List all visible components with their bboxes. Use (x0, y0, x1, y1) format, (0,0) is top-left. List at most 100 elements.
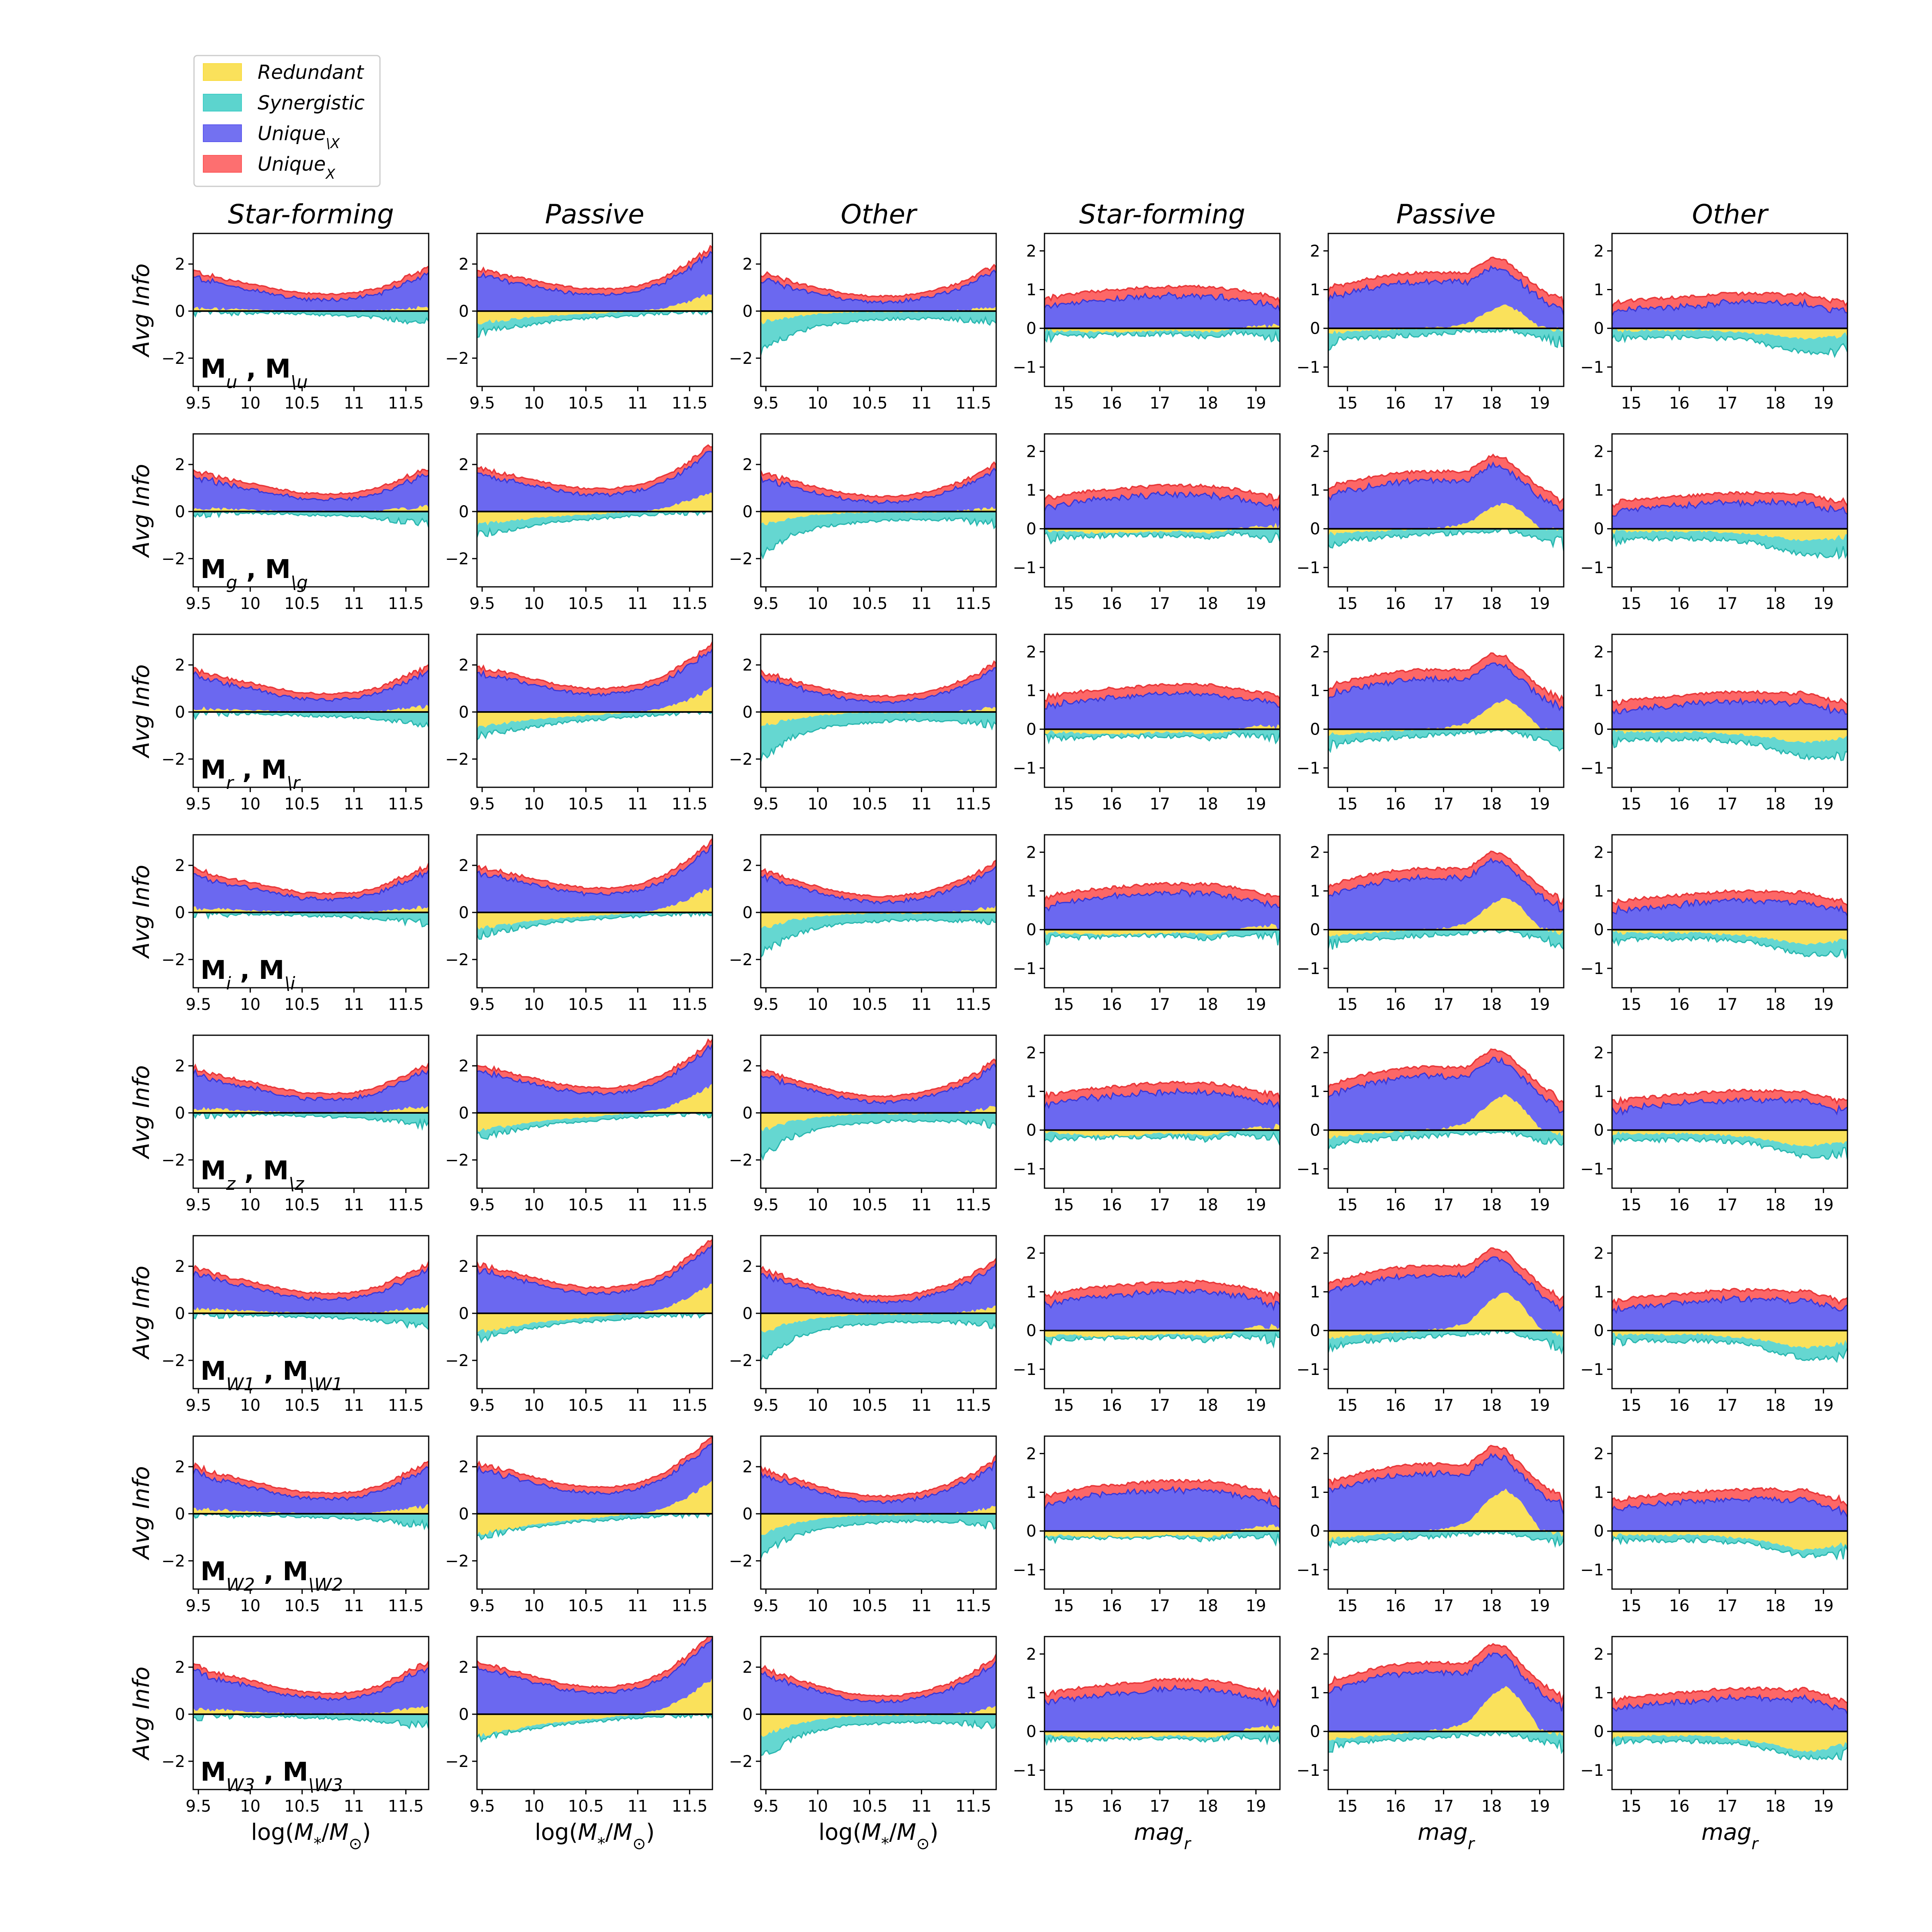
area-unique-x (761, 462, 996, 504)
area-unique-x (193, 665, 429, 702)
y-tick-label: −1 (1013, 1761, 1036, 1780)
xlab-var: M (294, 1819, 314, 1845)
area-synergistic (1612, 328, 1847, 357)
y-tick-label: 0 (1310, 320, 1320, 338)
line-unique-x (477, 1038, 712, 1090)
line-unique-notx (1044, 888, 1280, 912)
panel-r6-c5: 15 16 17 18 19 −1 0 1 2 (1296, 1235, 1565, 1415)
panel-r7-c3: 9.5 10 10.5 11 11.5 −2 0 2 (729, 1435, 997, 1615)
x-tick-label: 9.5 (186, 1597, 211, 1615)
x-tick-label: 18 (1481, 795, 1502, 813)
line-synergistic (761, 1519, 996, 1559)
panel-plot-area (1044, 1280, 1280, 1349)
x-tick-label: 10.5 (852, 1597, 888, 1615)
x-tick-label: 17 (1433, 1797, 1454, 1816)
xlab-mid: / (889, 1819, 897, 1845)
x-tick-label: 17 (1717, 795, 1738, 813)
y-tick-label: 0 (1594, 320, 1604, 338)
y-tick-label: −2 (445, 349, 469, 368)
x-tick-label: 11 (911, 995, 932, 1014)
area-unique-notx (1044, 1686, 1280, 1732)
x-tick-label: 9.5 (753, 394, 779, 413)
line-synergistic (193, 1313, 429, 1330)
panel-r1-c4: 15 16 17 18 19 −1 0 1 2 (1013, 233, 1281, 413)
area-unique-notx (1044, 691, 1280, 729)
line-unique-x (761, 1454, 996, 1498)
panel-frame (192, 1235, 429, 1389)
row-label-sep: , (231, 956, 259, 985)
area-redundant-pos (477, 686, 712, 712)
line-synergistic (1044, 530, 1280, 545)
y-tick-label: 2 (743, 1658, 753, 1677)
y-tick-label: 2 (1594, 1244, 1604, 1263)
row-label-sub-b: \u (291, 372, 308, 392)
line-synergistic (477, 510, 712, 538)
area-unique-x (193, 863, 429, 901)
y-tick-label: 2 (1310, 1044, 1320, 1062)
xlab-sub: r (1468, 1835, 1475, 1853)
panel-frame (192, 433, 429, 588)
area-synergistic (761, 1313, 996, 1361)
panel-frame (1327, 834, 1565, 989)
area-synergistic (1612, 729, 1847, 761)
x-tick-label: 10.5 (568, 995, 604, 1014)
x-tick-label: 19 (1813, 594, 1834, 613)
row-label-sub-a: g (226, 572, 237, 593)
panel-frame (1327, 233, 1565, 387)
y-tick-label: −2 (161, 550, 185, 568)
x-tick-label: 17 (1433, 594, 1454, 613)
area-unique-x (1612, 1288, 1847, 1313)
line-unique-x (477, 641, 712, 690)
x-tick-label: 9.5 (753, 995, 779, 1014)
area-unique-notx (477, 844, 712, 912)
line-unique-notx (1044, 1486, 1280, 1510)
y-tick-label: 0 (1594, 520, 1604, 539)
line-unique-x (193, 265, 429, 295)
x-tick-label: 16 (1385, 394, 1406, 413)
panel-plot-area (1328, 1247, 1564, 1355)
area-synergistic (1044, 729, 1280, 743)
y-tick-label: 0 (459, 503, 469, 521)
line-synergistic (1328, 729, 1564, 753)
x-tick-label: 11.5 (956, 1797, 991, 1816)
y-tick-label: 0 (743, 1305, 753, 1323)
row-label-sub-b: \W2 (308, 1575, 343, 1595)
y-tick-label: 2 (1026, 643, 1036, 661)
y-tick-label: 2 (1026, 1445, 1036, 1463)
x-tick-label: 10 (524, 1396, 544, 1415)
area-unique-notx (1612, 898, 1847, 930)
y-tick-label: 0 (1026, 720, 1036, 739)
line-unique-x (1328, 256, 1564, 306)
x-tick-label: 18 (1765, 594, 1785, 613)
xlab-var: M (862, 1819, 881, 1845)
area-redundant-neg (1612, 528, 1847, 541)
x-tick-label: 19 (1246, 995, 1266, 1014)
y-tick-label: 2 (1594, 1044, 1604, 1062)
x-tick-label: 19 (1813, 1797, 1834, 1816)
column-title-3: Star-forming (1079, 199, 1245, 230)
y-tick-label: −2 (729, 1151, 753, 1170)
y-tick-label: 0 (1310, 1322, 1320, 1340)
x-tick-label: 16 (1385, 995, 1406, 1014)
panel-plot-area (1328, 850, 1564, 950)
area-unique-x (193, 266, 429, 302)
panel-plot-area (1612, 1686, 1847, 1761)
x-tick-label: 15 (1621, 1597, 1641, 1615)
x-tick-label: 9.5 (186, 594, 211, 613)
area-unique-x (193, 1063, 429, 1101)
y-tick-label: 2 (459, 656, 469, 675)
y-tick-label: −2 (729, 349, 753, 368)
area-unique-notx (193, 474, 429, 512)
y-tick-label: 1 (1594, 1684, 1604, 1702)
area-synergistic (193, 1714, 429, 1729)
x-tick-label: 10.5 (852, 594, 888, 613)
area-unique-notx (1044, 889, 1280, 930)
y-tick-label: −1 (1296, 759, 1320, 778)
line-synergistic (761, 718, 996, 762)
y-tick-label: 0 (175, 302, 185, 321)
xlab-end: ) (646, 1819, 655, 1845)
area-synergistic (1328, 1731, 1564, 1753)
x-tick-label: 18 (1481, 1797, 1502, 1816)
y-tick-label: 1 (1026, 1483, 1036, 1502)
